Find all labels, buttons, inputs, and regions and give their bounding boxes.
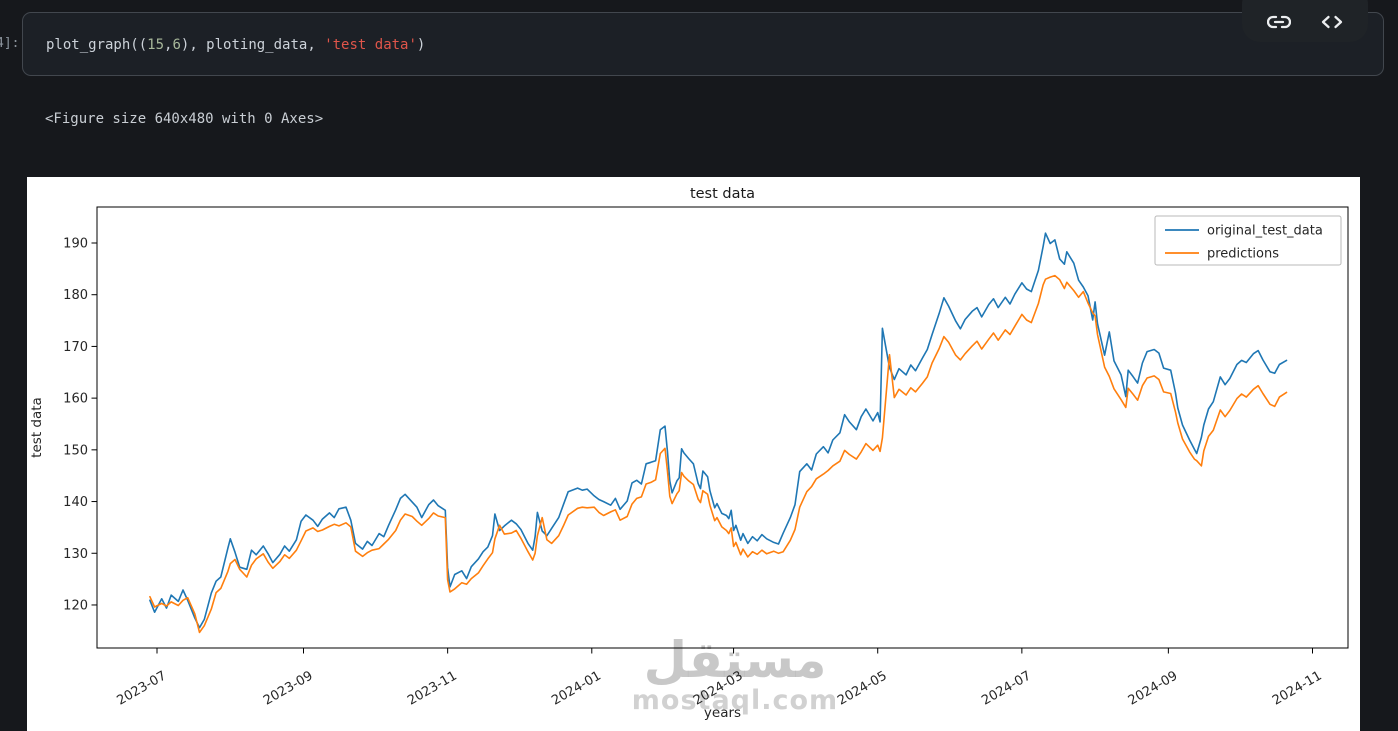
x-tick-label: 2023-09 xyxy=(261,668,316,708)
x-tick-label: 2024-01 xyxy=(549,668,604,708)
x-tick-label: 2024-03 xyxy=(691,668,746,708)
y-tick-label: 130 xyxy=(63,547,88,562)
axes-spines xyxy=(96,206,1349,649)
cell-prompt: 4]: xyxy=(0,36,20,51)
figure-size-output: <Figure size 640x480 with 0 Axes> xyxy=(45,111,324,127)
y-tick-label: 190 xyxy=(63,237,88,252)
y-tick-label: 180 xyxy=(63,288,88,303)
code-line[interactable]: plot_graph((15,6), ploting_data, 'test d… xyxy=(46,37,425,53)
y-tick-label: 120 xyxy=(63,598,88,613)
x-tick-label: 2024-11 xyxy=(1270,668,1325,708)
code-token: ) xyxy=(416,37,426,53)
y-tick-label: 140 xyxy=(63,495,88,510)
y-axis-label: test data xyxy=(29,397,45,458)
code-token: ), ploting_data, xyxy=(180,37,325,53)
cell-hover-toolbar xyxy=(1242,0,1368,42)
code-token: 6 xyxy=(172,37,181,53)
series-original_test_data xyxy=(149,232,1288,629)
x-tick-label: 2024-05 xyxy=(835,668,890,708)
y-tick-label: 150 xyxy=(63,443,88,458)
watermark: مستقل mostaql.com xyxy=(585,635,885,714)
line-chart: test data 120 130 140 150 160 170 180 190 2023-07… xyxy=(29,186,1349,721)
code-cell[interactable]: plot_graph((15,6), ploting_data, 'test d… xyxy=(22,12,1384,76)
code-token: , xyxy=(164,37,173,53)
y-tick-label: 170 xyxy=(63,340,88,355)
y-tick-label: 160 xyxy=(63,392,88,407)
x-axis-label: years xyxy=(704,705,741,721)
x-tick-label: 2024-07 xyxy=(979,668,1034,708)
legend-label: original_test_data xyxy=(1207,224,1323,239)
chart-title: test data xyxy=(690,186,755,202)
code-token: 'test data' xyxy=(324,37,417,53)
x-tick-label: 2024-09 xyxy=(1126,668,1181,708)
watermark-latin: mostaql.com xyxy=(631,685,839,716)
code-token: 15 xyxy=(147,37,165,53)
link-icon[interactable] xyxy=(1266,10,1291,34)
watermark-arabic: مستقل xyxy=(643,631,827,689)
code-icon[interactable] xyxy=(1320,10,1344,34)
code-token: plot_graph(( xyxy=(46,37,148,53)
x-tick-label: 2023-07 xyxy=(114,668,169,708)
x-tick-label: 2023-11 xyxy=(405,668,460,708)
series-predictions xyxy=(149,274,1288,634)
legend-box xyxy=(1154,215,1342,266)
legend-label: predictions xyxy=(1207,247,1279,262)
matplotlib-figure: مستقل mostaql.com test data 120 130 140 150 1… xyxy=(27,177,1360,731)
